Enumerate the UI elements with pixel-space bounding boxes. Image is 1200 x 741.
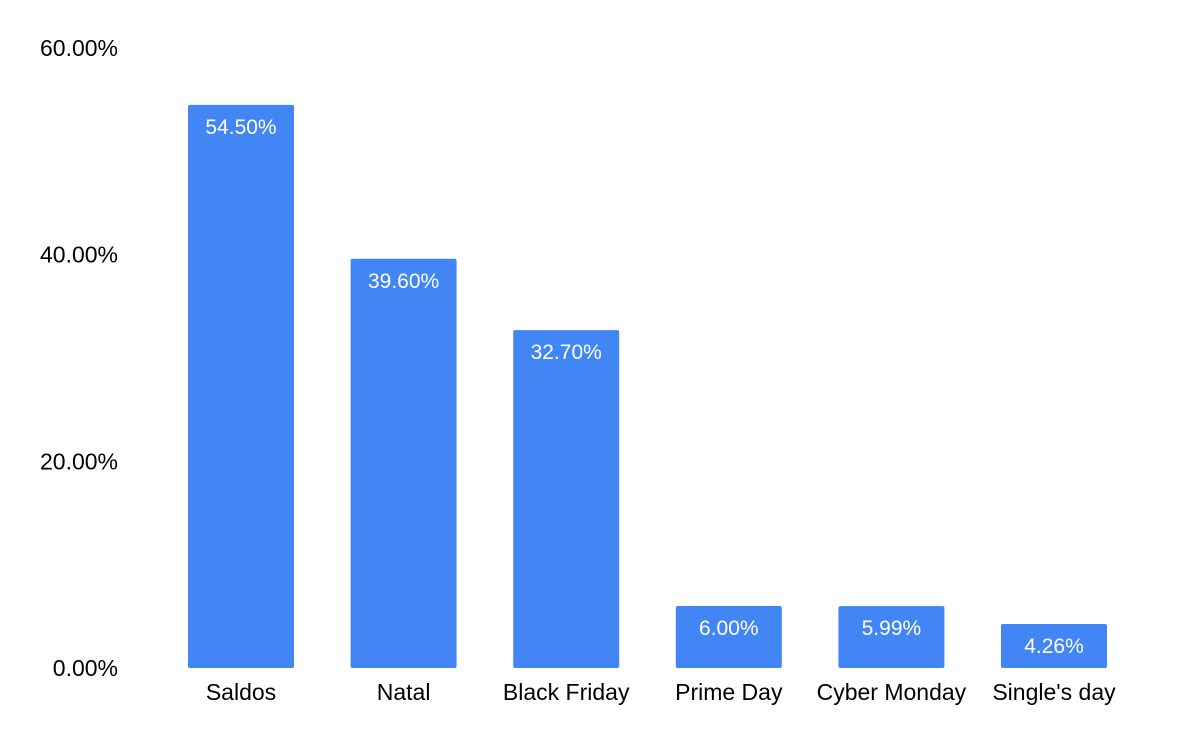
bar-data-label: 4.26%	[1024, 635, 1084, 658]
bar	[513, 330, 620, 668]
y-tick-label: 60.00%	[40, 35, 118, 61]
bars: 54.50% 39.60% 32.70% 6.00% 5.99% 4.26%	[188, 104, 1107, 669]
bar	[675, 606, 782, 668]
x-tick-label: Single's day	[992, 679, 1116, 705]
bar-data-label: 54.50%	[205, 116, 276, 139]
y-axis: 0.00% 20.00% 40.00% 60.00%	[40, 35, 118, 681]
bar-data-label: 5.99%	[862, 617, 922, 640]
x-tick-label: Saldos	[206, 679, 276, 705]
bar	[1001, 623, 1107, 668]
bar-data-label: 32.70%	[531, 341, 602, 364]
bar-data-label: 39.60%	[368, 270, 439, 293]
x-tick-label: Prime Day	[675, 679, 783, 705]
x-tick-label: Natal	[377, 679, 431, 705]
x-tick-label: Black Friday	[503, 679, 630, 705]
x-tick-label: Cyber Monday	[817, 679, 967, 705]
bar	[838, 606, 945, 668]
y-tick-label: 40.00%	[40, 242, 118, 268]
x-axis: Saldos Natal Black Friday Prime Day Cyber Mo…	[206, 679, 1116, 705]
bar	[350, 258, 457, 668]
bar-data-label: 6.00%	[699, 617, 759, 640]
y-tick-label: 20.00%	[40, 448, 118, 474]
bar	[188, 104, 294, 669]
y-tick-label: 0.00%	[53, 655, 118, 681]
